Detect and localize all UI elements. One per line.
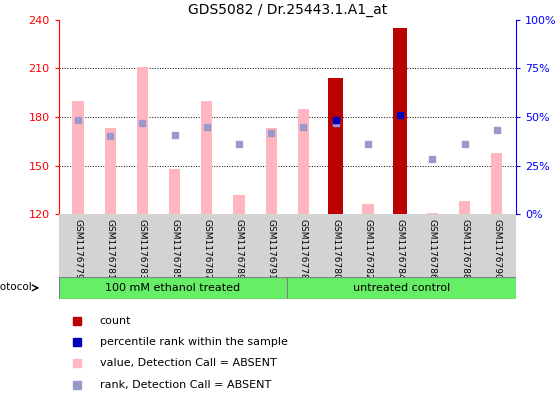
Bar bbox=[298, 109, 309, 214]
Text: protocol: protocol bbox=[0, 282, 32, 292]
Bar bbox=[137, 67, 148, 214]
Text: GSM1176787: GSM1176787 bbox=[203, 219, 211, 280]
Text: value, Detection Call = ABSENT: value, Detection Call = ABSENT bbox=[100, 358, 277, 369]
Bar bbox=[201, 101, 213, 214]
Text: GSM1176791: GSM1176791 bbox=[267, 219, 276, 280]
Text: GSM1176786: GSM1176786 bbox=[428, 219, 437, 280]
Text: GSM1176782: GSM1176782 bbox=[363, 219, 372, 280]
Text: 100 mM ethanol treated: 100 mM ethanol treated bbox=[105, 283, 240, 293]
Text: GSM1176785: GSM1176785 bbox=[170, 219, 179, 280]
Text: GSM1176789: GSM1176789 bbox=[234, 219, 243, 280]
Bar bbox=[287, 277, 516, 299]
Bar bbox=[393, 28, 407, 214]
Bar bbox=[233, 195, 244, 214]
Text: GSM1176783: GSM1176783 bbox=[138, 219, 147, 280]
Bar bbox=[104, 128, 116, 214]
Text: GSM1176790: GSM1176790 bbox=[492, 219, 501, 280]
Bar bbox=[459, 201, 470, 214]
Bar bbox=[73, 101, 84, 214]
Bar bbox=[266, 128, 277, 214]
Bar bbox=[491, 152, 502, 214]
Text: count: count bbox=[100, 316, 131, 326]
Text: GSM1176788: GSM1176788 bbox=[460, 219, 469, 280]
Bar bbox=[169, 169, 180, 214]
Bar bbox=[362, 204, 373, 214]
Text: GSM1176780: GSM1176780 bbox=[331, 219, 340, 280]
Text: GSM1176781: GSM1176781 bbox=[105, 219, 114, 280]
Text: untreated control: untreated control bbox=[353, 283, 450, 293]
Text: percentile rank within the sample: percentile rank within the sample bbox=[100, 337, 287, 347]
Title: GDS5082 / Dr.25443.1.A1_at: GDS5082 / Dr.25443.1.A1_at bbox=[187, 3, 387, 17]
Bar bbox=[427, 213, 438, 214]
Text: GSM1176784: GSM1176784 bbox=[396, 219, 405, 280]
Bar bbox=[59, 277, 287, 299]
Text: GSM1176778: GSM1176778 bbox=[299, 219, 308, 280]
Text: GSM1176779: GSM1176779 bbox=[74, 219, 83, 280]
Bar bbox=[329, 78, 343, 214]
Text: rank, Detection Call = ABSENT: rank, Detection Call = ABSENT bbox=[100, 380, 271, 390]
